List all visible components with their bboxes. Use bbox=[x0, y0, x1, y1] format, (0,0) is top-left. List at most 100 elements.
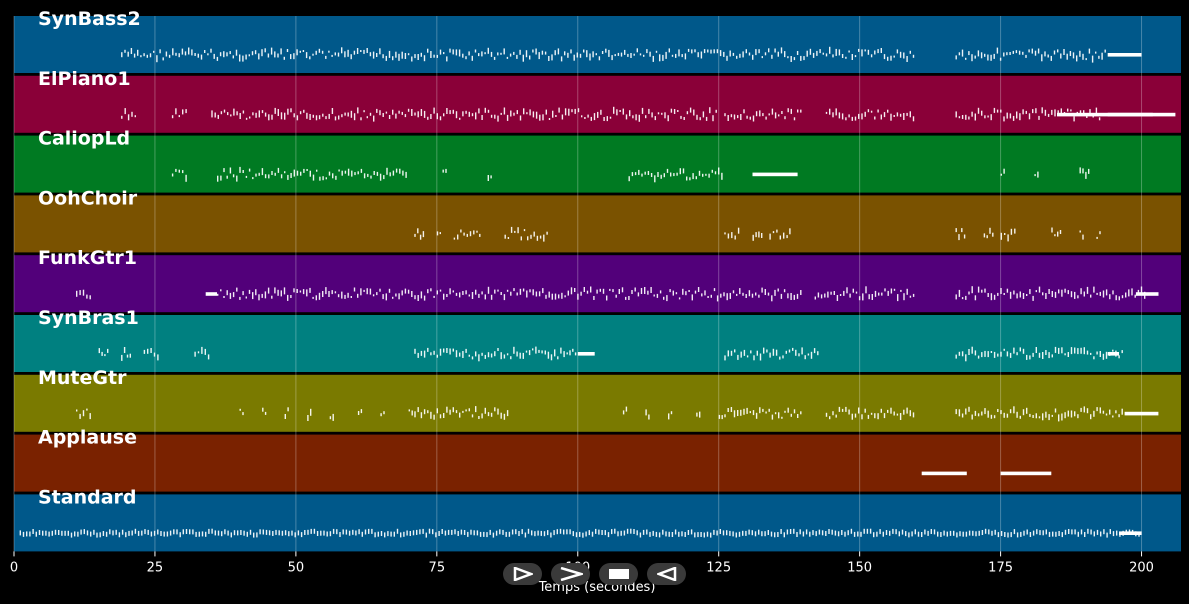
note-mark bbox=[758, 231, 760, 238]
note-mark bbox=[1015, 50, 1018, 54]
note-mark bbox=[984, 528, 987, 534]
note-mark bbox=[121, 52, 123, 58]
note-region bbox=[566, 348, 577, 356]
note-mark bbox=[899, 413, 902, 420]
note-mark bbox=[211, 528, 213, 534]
note-mark bbox=[417, 54, 419, 60]
note-mark bbox=[143, 349, 146, 354]
note-mark bbox=[1054, 291, 1057, 298]
stop-button[interactable] bbox=[599, 563, 638, 585]
note-mark bbox=[606, 295, 608, 301]
note-mark bbox=[748, 529, 750, 535]
note-mark bbox=[277, 167, 280, 173]
note-mark bbox=[1058, 289, 1060, 294]
note-mark bbox=[975, 531, 977, 537]
note-mark bbox=[724, 355, 726, 361]
note-mark bbox=[801, 347, 803, 355]
note-mark bbox=[1067, 352, 1069, 357]
note-mark bbox=[564, 108, 567, 116]
note-mark bbox=[1044, 109, 1047, 116]
rewind-button[interactable] bbox=[647, 563, 686, 585]
note-mark bbox=[341, 47, 343, 54]
note-mark bbox=[1003, 412, 1005, 418]
note-mark bbox=[261, 49, 263, 57]
note-mark bbox=[819, 49, 821, 54]
note-mark bbox=[268, 174, 270, 179]
note-mark bbox=[641, 107, 644, 114]
note-mark bbox=[329, 416, 332, 420]
note-mark bbox=[1048, 289, 1050, 294]
note-mark bbox=[470, 529, 472, 535]
note-mark bbox=[331, 290, 333, 295]
note-mark bbox=[1066, 53, 1068, 60]
note-mark bbox=[1007, 234, 1009, 242]
note-mark bbox=[396, 528, 399, 534]
note-mark bbox=[436, 354, 438, 358]
note-mark bbox=[500, 352, 502, 360]
note-mark bbox=[858, 48, 860, 52]
note-mark bbox=[416, 529, 418, 535]
fast-forward-button[interactable] bbox=[551, 563, 590, 585]
note-mark bbox=[178, 115, 180, 118]
note-mark bbox=[561, 292, 563, 299]
note-mark bbox=[1042, 352, 1044, 359]
note-mark bbox=[1099, 291, 1101, 296]
note-mark bbox=[432, 529, 434, 535]
note-mark bbox=[262, 529, 264, 535]
note-mark bbox=[522, 352, 524, 359]
note-mark bbox=[838, 49, 841, 56]
note-mark bbox=[698, 170, 701, 176]
note-mark bbox=[395, 113, 397, 119]
note-mark bbox=[1082, 53, 1084, 60]
note-mark bbox=[713, 49, 715, 54]
note-mark bbox=[783, 232, 785, 239]
note-mark bbox=[172, 48, 174, 56]
note-mark bbox=[326, 531, 328, 537]
x-tick-label: 75 bbox=[429, 560, 446, 575]
note-mark bbox=[814, 296, 816, 300]
note-mark bbox=[634, 172, 637, 176]
note-region bbox=[792, 347, 819, 360]
play-button[interactable] bbox=[503, 563, 542, 585]
note-mark bbox=[887, 109, 889, 113]
note-mark bbox=[217, 293, 219, 296]
note-mark bbox=[191, 49, 193, 56]
note-mark bbox=[958, 116, 961, 119]
note-mark bbox=[997, 532, 1000, 538]
note-mark bbox=[304, 530, 306, 535]
note-mark bbox=[586, 290, 589, 294]
note-mark bbox=[334, 52, 336, 56]
note-mark bbox=[204, 348, 206, 355]
note-mark bbox=[328, 50, 330, 53]
note-mark bbox=[625, 296, 627, 300]
note-region bbox=[76, 408, 91, 420]
note-mark bbox=[417, 295, 419, 301]
note-mark bbox=[457, 531, 459, 536]
note-mark bbox=[462, 53, 464, 58]
note-mark bbox=[1047, 54, 1049, 58]
note-mark bbox=[765, 411, 767, 414]
note-mark bbox=[29, 531, 31, 537]
note-mark bbox=[997, 353, 999, 357]
note-mark bbox=[455, 292, 458, 296]
note-mark bbox=[417, 111, 419, 118]
note-mark bbox=[468, 408, 470, 412]
note-mark bbox=[205, 531, 207, 537]
note-mark bbox=[287, 108, 289, 115]
note-mark bbox=[353, 50, 356, 55]
note-mark bbox=[959, 531, 961, 537]
note-mark bbox=[914, 529, 916, 535]
note-mark bbox=[254, 50, 257, 55]
note-mark bbox=[1014, 228, 1016, 234]
note-mark bbox=[1064, 529, 1067, 535]
note-mark bbox=[121, 354, 123, 361]
note-mark bbox=[229, 167, 232, 174]
note-mark bbox=[974, 113, 976, 121]
note-mark bbox=[755, 292, 757, 296]
x-tick-label: 125 bbox=[706, 560, 731, 575]
note-mark bbox=[729, 292, 731, 299]
note-mark bbox=[971, 346, 973, 354]
note-mark bbox=[363, 49, 365, 54]
note-mark bbox=[243, 530, 245, 536]
note-mark bbox=[125, 532, 127, 538]
